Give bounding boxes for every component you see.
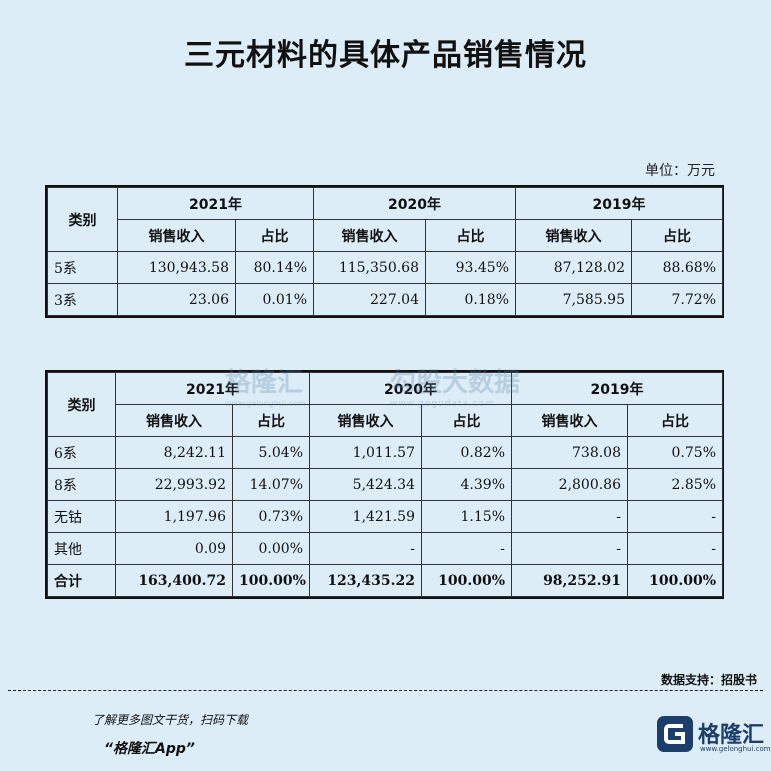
value-cell: 100.00% bbox=[232, 564, 310, 597]
value-cell: 123,435.22 bbox=[309, 564, 422, 597]
value-cell: 1.15% bbox=[421, 500, 512, 533]
sales-table-2: 类别 2021年 2020年 2019年 销售收入 占比 销售收入 占比 销售收… bbox=[45, 370, 724, 599]
value-cell: 87,128.02 bbox=[515, 251, 632, 284]
value-cell: 130,943.58 bbox=[117, 251, 236, 284]
share-header: 占比 bbox=[425, 219, 516, 252]
category-header: 类别 bbox=[47, 372, 116, 437]
value-cell: 1,197.96 bbox=[115, 500, 233, 533]
value-cell: 5,424.34 bbox=[309, 468, 422, 501]
category-cell: 8系 bbox=[47, 468, 116, 501]
value-cell: - bbox=[511, 532, 628, 565]
footer-app-name: “格隆汇App” bbox=[104, 741, 195, 757]
value-cell: - bbox=[627, 532, 723, 565]
table-row: 6系 8,242.11 5.04% 1,011.57 0.82% 738.08 … bbox=[47, 436, 723, 469]
category-cell: 3系 bbox=[47, 283, 118, 316]
table-row: 无钴 1,197.96 0.73% 1,421.59 1.15% - - bbox=[47, 500, 723, 533]
revenue-header: 销售收入 bbox=[313, 219, 426, 252]
value-cell: 100.00% bbox=[421, 564, 512, 597]
category-cell: 无钴 bbox=[47, 500, 116, 533]
year-header: 2019年 bbox=[515, 187, 723, 220]
category-cell: 合计 bbox=[47, 564, 116, 597]
value-cell: 0.82% bbox=[421, 436, 512, 469]
footer-download-hint: 了解更多图文干货，扫码下载 bbox=[92, 713, 249, 727]
revenue-header: 销售收入 bbox=[511, 404, 628, 437]
year-header: 2020年 bbox=[313, 187, 516, 220]
value-cell: 5.04% bbox=[232, 436, 310, 469]
brand-logo: 格隆汇 www.gelonghui.com bbox=[656, 715, 771, 759]
divider bbox=[8, 690, 763, 691]
share-header: 占比 bbox=[631, 219, 723, 252]
value-cell: 23.06 bbox=[117, 283, 236, 316]
value-cell: 88.68% bbox=[631, 251, 723, 284]
category-cell: 5系 bbox=[47, 251, 118, 284]
value-cell: 7,585.95 bbox=[515, 283, 632, 316]
value-cell: 227.04 bbox=[313, 283, 426, 316]
revenue-header: 销售收入 bbox=[515, 219, 632, 252]
year-header: 2019年 bbox=[511, 372, 723, 405]
year-header: 2020年 bbox=[309, 372, 512, 405]
value-cell: 8,242.11 bbox=[115, 436, 233, 469]
brand-url: www.gelonghui.com bbox=[700, 745, 771, 753]
share-header: 占比 bbox=[232, 404, 310, 437]
value-cell: 0.18% bbox=[425, 283, 516, 316]
revenue-header: 销售收入 bbox=[309, 404, 422, 437]
value-cell: 93.45% bbox=[425, 251, 516, 284]
total-row: 合计 163,400.72 100.00% 123,435.22 100.00%… bbox=[47, 564, 723, 597]
share-header: 占比 bbox=[627, 404, 723, 437]
value-cell: 163,400.72 bbox=[115, 564, 233, 597]
gelonghui-logo-icon bbox=[657, 716, 693, 752]
sales-table-1: 类别 2021年 2020年 2019年 销售收入 占比 销售收入 占比 销售收… bbox=[45, 185, 724, 318]
category-cell: 6系 bbox=[47, 436, 116, 469]
value-cell: 0.73% bbox=[232, 500, 310, 533]
value-cell: - bbox=[511, 500, 628, 533]
value-cell: 80.14% bbox=[235, 251, 314, 284]
value-cell: 115,350.68 bbox=[313, 251, 426, 284]
value-cell: 22,993.92 bbox=[115, 468, 233, 501]
category-cell: 其他 bbox=[47, 532, 116, 565]
value-cell: - bbox=[627, 500, 723, 533]
brand-name: 格隆汇 bbox=[698, 723, 765, 748]
value-cell: 2.85% bbox=[627, 468, 723, 501]
year-header: 2021年 bbox=[117, 187, 314, 220]
value-cell: 0.75% bbox=[627, 436, 723, 469]
value-cell: 0.01% bbox=[235, 283, 314, 316]
share-header: 占比 bbox=[421, 404, 512, 437]
year-header: 2021年 bbox=[115, 372, 310, 405]
value-cell: 14.07% bbox=[232, 468, 310, 501]
share-header: 占比 bbox=[235, 219, 314, 252]
value-cell: - bbox=[309, 532, 422, 565]
value-cell: 7.72% bbox=[631, 283, 723, 316]
table-row: 5系 130,943.58 80.14% 115,350.68 93.45% 8… bbox=[47, 251, 723, 284]
table-row: 8系 22,993.92 14.07% 5,424.34 4.39% 2,800… bbox=[47, 468, 723, 501]
table-row: 3系 23.06 0.01% 227.04 0.18% 7,585.95 7.7… bbox=[47, 283, 723, 316]
value-cell: 0.00% bbox=[232, 532, 310, 565]
value-cell: - bbox=[421, 532, 512, 565]
revenue-header: 销售收入 bbox=[115, 404, 233, 437]
value-cell: 98,252.91 bbox=[511, 564, 628, 597]
unit-label: 单位：万元 bbox=[645, 163, 715, 179]
value-cell: 1,421.59 bbox=[309, 500, 422, 533]
value-cell: 100.00% bbox=[627, 564, 723, 597]
value-cell: 0.09 bbox=[115, 532, 233, 565]
page-title: 三元材料的具体产品销售情况 bbox=[184, 38, 587, 73]
revenue-header: 销售收入 bbox=[117, 219, 236, 252]
table-row: 其他 0.09 0.00% - - - - bbox=[47, 532, 723, 565]
data-source: 数据支持：招股书 bbox=[660, 673, 757, 687]
value-cell: 1,011.57 bbox=[309, 436, 422, 469]
value-cell: 738.08 bbox=[511, 436, 628, 469]
category-header: 类别 bbox=[47, 187, 118, 252]
value-cell: 2,800.86 bbox=[511, 468, 628, 501]
value-cell: 4.39% bbox=[421, 468, 512, 501]
